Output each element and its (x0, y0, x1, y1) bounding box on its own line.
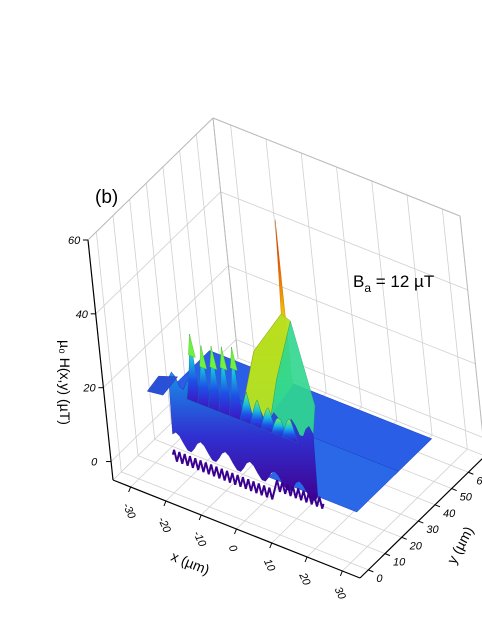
grid-line (103, 265, 229, 388)
ridge-tip (188, 334, 196, 358)
tick-labels: -30-20-10010203001020304050600204060 (68, 235, 482, 602)
surface (146, 219, 433, 513)
grid-line (371, 180, 398, 422)
y-axis-line (359, 458, 482, 579)
x-tick-label: -20 (155, 515, 173, 535)
grid-line (406, 194, 433, 436)
x-tick (128, 486, 132, 493)
ridge-tip (219, 346, 228, 371)
y-tick-label: 50 (460, 492, 473, 504)
y-tick (418, 520, 424, 524)
grid-line (95, 231, 122, 472)
grid-line (230, 124, 257, 366)
x-tick-label: -10 (190, 529, 208, 549)
grid-line (336, 166, 362, 408)
ridge-tip (230, 347, 238, 371)
z-tick-label: 20 (82, 383, 96, 395)
y-tick-label: 10 (393, 557, 406, 569)
surface-fringe (171, 449, 325, 509)
grid-line (220, 191, 468, 291)
annotation-subscript: a (364, 281, 371, 295)
y-axis-label: y (µm) (444, 524, 477, 567)
x-tick-label: 20 (296, 570, 313, 588)
grid-line (441, 208, 468, 450)
grid-line (95, 191, 221, 315)
z-tick-label: 40 (76, 309, 89, 321)
grid-line (137, 455, 386, 554)
x-tick (339, 570, 343, 577)
grid-line (195, 134, 222, 375)
grid-line (162, 166, 189, 407)
y-tick (401, 536, 407, 540)
x-axis-label: x (µm) (169, 548, 212, 578)
ridge-spike (282, 419, 299, 444)
x-tick-label: 0 (226, 543, 240, 554)
surface-sheet (146, 375, 179, 396)
y-tick-label: 60 (476, 475, 482, 487)
x-tick-label: -30 (120, 501, 138, 521)
x-tick (304, 556, 308, 563)
grid-line (300, 152, 327, 394)
grid-line (228, 265, 476, 365)
box-edge (459, 215, 482, 433)
y-tick-label: 0 (376, 573, 383, 585)
y-tick-label: 40 (443, 508, 456, 520)
x-tick-label: 30 (332, 585, 348, 602)
grid-line (342, 448, 468, 572)
box-edge (212, 117, 461, 217)
y-tick (368, 569, 374, 573)
z-axis-line (87, 239, 114, 481)
grid-line (112, 215, 139, 456)
annotation-base: B (353, 272, 364, 291)
x-tick (269, 542, 273, 549)
y-tick (468, 471, 474, 475)
z-axis-label: µ₀ H(x,y) (µT) (57, 340, 73, 425)
box-edge (87, 117, 214, 241)
field-annotation: Ba = 12 µT (353, 272, 434, 295)
y-tick (451, 488, 457, 491)
x-tick (198, 514, 202, 521)
y-tick (434, 504, 441, 508)
z-tick-label: 60 (68, 235, 81, 247)
box-edge (212, 117, 239, 359)
y-tick-label: 20 (409, 540, 423, 552)
ridge-tip (209, 346, 218, 370)
annotation-rest: = 12 µT (371, 272, 434, 291)
grid-line (121, 471, 369, 571)
grid-line (129, 199, 156, 440)
x-tick (163, 500, 167, 507)
x-tick (234, 528, 237, 535)
x-tick-label: 10 (261, 557, 277, 574)
ridge-tip (199, 345, 207, 370)
panel-label: (b) (95, 187, 118, 208)
z-tick-label: 0 (91, 457, 98, 469)
y-tick (384, 553, 391, 557)
y-tick-label: 30 (426, 524, 439, 536)
